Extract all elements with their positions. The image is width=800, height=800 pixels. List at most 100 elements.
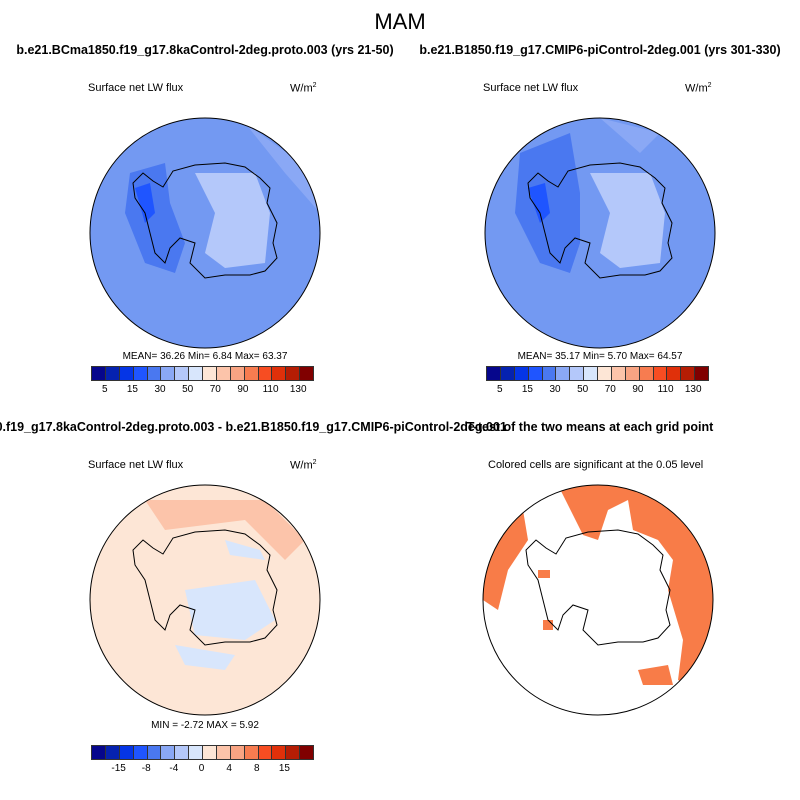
colorbar-box: [189, 367, 203, 380]
panel-title-4: T-test of the two means at each grid poi…: [466, 420, 714, 434]
colorbar-tick-label: -4: [169, 763, 179, 774]
colorbar-box: [584, 367, 598, 380]
colorbar-box: [611, 367, 626, 380]
colorbar-tick-label: 30: [154, 384, 166, 395]
map-panel-1: [89, 117, 321, 349]
map-field-patch: [600, 118, 660, 153]
colorbar-box: [695, 367, 708, 380]
colorbar-box: [230, 746, 245, 759]
colorbar-box: [286, 367, 301, 380]
colorbar-tick-label: 5: [102, 384, 108, 395]
colorbar-tick-label: 15: [278, 763, 290, 774]
colorbar-box: [570, 367, 585, 380]
map-field: [485, 118, 715, 348]
colorbar-box: [300, 746, 313, 759]
colorbar-box: [639, 367, 654, 380]
colorbar-box: [487, 367, 501, 380]
map-border: [482, 484, 714, 716]
colorbar-tick-label: 130: [289, 384, 307, 395]
colorbar-box: [161, 367, 176, 380]
map-field-patch: [225, 540, 265, 560]
colorbar-tick-label: 110: [657, 384, 674, 395]
panel-title-2: b.e21.B1850.f19_g17.CMIP6-piControl-2deg…: [419, 43, 781, 57]
colorbar-tick-label: -15: [111, 763, 126, 774]
colorbar-box: [272, 746, 287, 759]
colorbar-box: [147, 746, 162, 759]
ttest-subtitle: Colored cells are significant at the 0.0…: [488, 459, 704, 471]
colorbar-tick-label: 50: [182, 384, 194, 395]
colorbar-tick-label: 50: [577, 384, 589, 395]
panel-title-3: b.e21.BCma1850.f19_g17.8kaControl-2deg.p…: [0, 420, 507, 434]
colorbar-box: [500, 367, 515, 380]
map-field-patch: [528, 183, 550, 223]
colorbar-tick-label: 8: [253, 763, 260, 774]
colorbar-box: [92, 746, 106, 759]
map-field-patch: [195, 173, 270, 268]
variable-label-1: Surface net LW flux: [88, 82, 184, 94]
colorbar-tick-label: 0: [198, 763, 205, 774]
colorbar-box: [556, 367, 571, 380]
map-field-patch: [145, 500, 305, 560]
colorbar-box: [133, 746, 148, 759]
map-field-patch: [175, 645, 235, 670]
map-field-patch: [185, 580, 275, 640]
map-field-patch: [245, 123, 320, 213]
colorbar-box: [542, 367, 557, 380]
map-border: [89, 117, 321, 349]
colorbar-box: [300, 367, 313, 380]
colorbar-box: [258, 367, 273, 380]
colorbar-tick-label: 15: [521, 384, 533, 395]
colorbar-box: [147, 367, 162, 380]
colorbar-tick-label: 110: [262, 384, 279, 395]
colorbar-box: [216, 367, 231, 380]
colorbar-box: [161, 746, 176, 759]
colorbar-tick-label: 4: [226, 763, 232, 774]
colorbar-box: [119, 746, 134, 759]
colorbar-box: [667, 367, 682, 380]
colorbar-box: [175, 746, 190, 759]
map-panel-3: [89, 484, 321, 716]
units-label-2: W/m2: [685, 82, 712, 95]
colorbar-tick-label: 15: [126, 384, 138, 395]
colorbar-tick-label: -8: [141, 763, 151, 774]
colorbar-box: [244, 746, 259, 759]
colorbar-box: [514, 367, 529, 380]
stats-3: MIN = -2.72 MAX = 5.92: [151, 720, 259, 731]
colorbar-1: [91, 366, 314, 381]
colorbar-tick-label: 30: [549, 384, 561, 395]
colorbar-2: [486, 366, 709, 381]
significant-cells: [558, 485, 713, 690]
map-field: [483, 485, 713, 715]
colorbar-box: [625, 367, 640, 380]
colorbar-tick-label: 70: [209, 384, 221, 395]
map-panel-2: [484, 117, 716, 349]
map-field-patch: [135, 183, 155, 223]
panel-title-1: b.e21.BCma1850.f19_g17.8kaControl-2deg.p…: [16, 43, 394, 57]
colorbar-box: [653, 367, 668, 380]
variable-label-2: Surface net LW flux: [483, 82, 579, 94]
stats-2: MEAN= 35.17 Min= 5.70 Max= 64.57: [517, 351, 683, 362]
colorbar-box: [286, 746, 301, 759]
map-border: [89, 484, 321, 716]
units-label-3: W/m2: [290, 459, 317, 472]
units-label-1: W/m2: [290, 82, 317, 95]
colorbar-box: [203, 746, 217, 759]
colorbar-box: [598, 367, 612, 380]
colorbar-tick-label: 130: [684, 384, 702, 395]
colorbar-box: [244, 367, 259, 380]
colorbar-box: [105, 367, 120, 380]
figure-title: MAM: [374, 9, 426, 34]
colorbar-box: [133, 367, 148, 380]
colorbar-box: [119, 367, 134, 380]
colorbar-box: [175, 367, 190, 380]
colorbar-box: [189, 746, 203, 759]
colorbar-box: [528, 367, 543, 380]
colorbar-box: [216, 746, 231, 759]
colorbar-box: [203, 367, 217, 380]
colorbar-box: [92, 367, 106, 380]
colorbar-box: [230, 367, 245, 380]
colorbar-tick-label: 70: [604, 384, 616, 395]
colorbar-box: [681, 367, 696, 380]
